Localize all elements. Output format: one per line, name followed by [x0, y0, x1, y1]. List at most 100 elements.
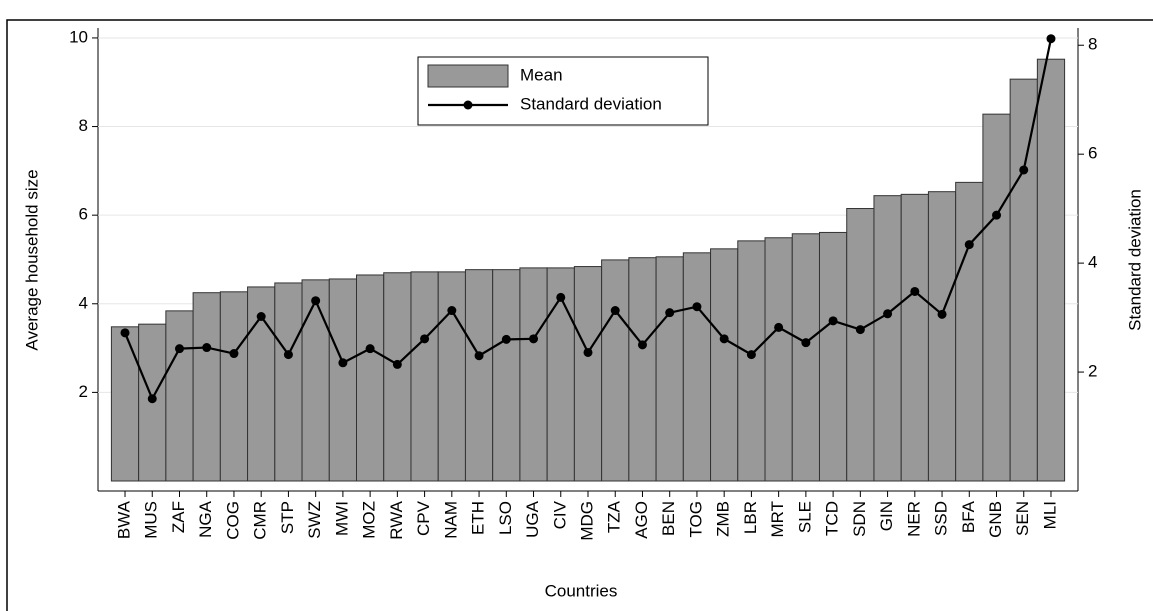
point — [147, 394, 157, 404]
y2-tick-label: 8 — [1088, 35, 1097, 54]
x-tick-label: CIV — [550, 500, 569, 529]
point — [964, 240, 974, 250]
x-tick-label: NGA — [196, 500, 215, 538]
x-tick-label: MWI — [332, 501, 351, 536]
bar — [927, 191, 957, 482]
y2-tick-label: 4 — [1088, 253, 1097, 272]
x-tick-label: TCD — [823, 501, 842, 536]
point — [1046, 34, 1056, 44]
point — [174, 344, 184, 354]
bar — [410, 271, 439, 482]
x-tick-label: MRT — [768, 501, 787, 538]
bar — [165, 310, 194, 482]
bar — [818, 231, 848, 482]
x-tick-label: CMR — [251, 501, 270, 540]
point — [311, 296, 321, 306]
x-tick-label: SDN — [850, 501, 869, 537]
legend-label: Mean — [520, 65, 563, 84]
x-tick-label: MUS — [142, 501, 161, 539]
bar — [464, 269, 494, 482]
point — [229, 349, 239, 359]
bar — [573, 266, 603, 482]
x-tick-label: SEN — [1013, 501, 1032, 536]
bar — [356, 274, 385, 482]
point — [828, 316, 838, 326]
x-tick-label: BEN — [659, 501, 678, 536]
x-tick-label: NAM — [441, 501, 460, 539]
point — [501, 334, 511, 344]
point — [365, 344, 375, 354]
x-tick-label: UGA — [523, 500, 542, 538]
y-axis-title: Average household size — [22, 169, 41, 350]
y-tick-label: 2 — [79, 382, 88, 401]
point — [801, 338, 811, 348]
point — [474, 351, 484, 361]
x-tick-label: MOZ — [360, 501, 379, 539]
point — [556, 292, 566, 302]
point — [529, 334, 539, 344]
point — [774, 322, 784, 332]
bar — [982, 113, 1011, 482]
point — [447, 306, 457, 316]
bar — [519, 267, 548, 482]
bar — [492, 269, 521, 482]
legend-swatch — [427, 64, 509, 88]
bar — [737, 240, 766, 482]
x-tick-label: SLE — [795, 501, 814, 533]
legend-label: Standard deviation — [520, 94, 662, 113]
point — [583, 347, 593, 357]
x-tick-label: ZMB — [714, 501, 733, 537]
x-tick-label: CPV — [414, 500, 433, 536]
x-tick-label: NER — [904, 501, 923, 537]
x-axis-title: Countries — [545, 581, 618, 600]
point — [202, 343, 212, 353]
bar — [192, 292, 221, 482]
x-tick-label: LBR — [741, 501, 760, 534]
y-tick-label: 8 — [79, 116, 88, 135]
x-tick-label: GNB — [986, 501, 1005, 538]
point — [420, 334, 430, 344]
bar — [682, 252, 712, 482]
point — [992, 210, 1002, 220]
bar — [791, 233, 820, 482]
y-tick-label: 4 — [79, 293, 88, 312]
x-tick-label: BFA — [959, 500, 978, 533]
bar — [274, 282, 303, 482]
bar — [601, 259, 630, 482]
x-tick-label: AGO — [632, 501, 651, 539]
point — [1019, 165, 1029, 175]
bar — [846, 208, 875, 482]
point — [256, 311, 266, 321]
y-tick-label: 10 — [69, 27, 88, 46]
bar — [437, 271, 466, 482]
bar — [1009, 78, 1038, 482]
point — [610, 306, 620, 316]
point — [392, 359, 402, 369]
x-tick-label: ZAF — [169, 501, 188, 533]
frame — [6, 19, 1153, 611]
x-tick-label: GIN — [877, 501, 896, 531]
point — [937, 309, 947, 319]
x-tick-label: TZA — [605, 500, 624, 533]
point — [637, 340, 647, 350]
y2-tick-label: 2 — [1088, 362, 1097, 381]
bar — [764, 237, 793, 482]
bar — [873, 195, 902, 482]
x-tick-label: SSD — [932, 501, 951, 536]
point — [719, 334, 729, 344]
bar — [110, 326, 140, 482]
point — [883, 309, 893, 319]
y2-axis-title: Standard deviation — [1125, 189, 1144, 331]
point — [855, 325, 865, 335]
x-tick-label: ETH — [469, 501, 488, 535]
x-tick-label: RWA — [387, 500, 406, 539]
point — [120, 328, 130, 338]
bar — [955, 181, 984, 482]
bar — [328, 278, 358, 482]
point — [665, 308, 675, 318]
x-tick-label: MLI — [1040, 501, 1059, 529]
bar — [710, 248, 739, 482]
point — [746, 350, 756, 360]
